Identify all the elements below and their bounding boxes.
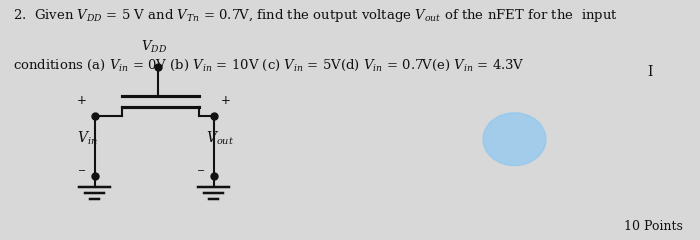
Text: conditions (a) $V_{in}$ = 0V (b) $V_{in}$ = 10V (c) $V_{in}$ = 5V(d) $V_{in}$ = : conditions (a) $V_{in}$ = 0V (b) $V_{in}…: [13, 58, 524, 73]
Text: I: I: [647, 65, 652, 79]
Text: $-$: $-$: [196, 164, 206, 174]
Text: +: +: [221, 94, 231, 107]
Text: $-$: $-$: [77, 164, 87, 174]
Text: 10 Points: 10 Points: [624, 220, 682, 233]
Text: $V_{in}$: $V_{in}$: [77, 130, 98, 147]
Text: $V_{DD}$: $V_{DD}$: [141, 39, 167, 55]
Ellipse shape: [483, 113, 546, 166]
Text: $V_{out}$: $V_{out}$: [206, 130, 235, 147]
Text: 2.  Given $V_{DD}$ = 5 V and $V_{Tn}$ = 0.7V, find the output voltage $V_{out}$ : 2. Given $V_{DD}$ = 5 V and $V_{Tn}$ = 0…: [13, 7, 617, 24]
Text: +: +: [77, 94, 87, 107]
